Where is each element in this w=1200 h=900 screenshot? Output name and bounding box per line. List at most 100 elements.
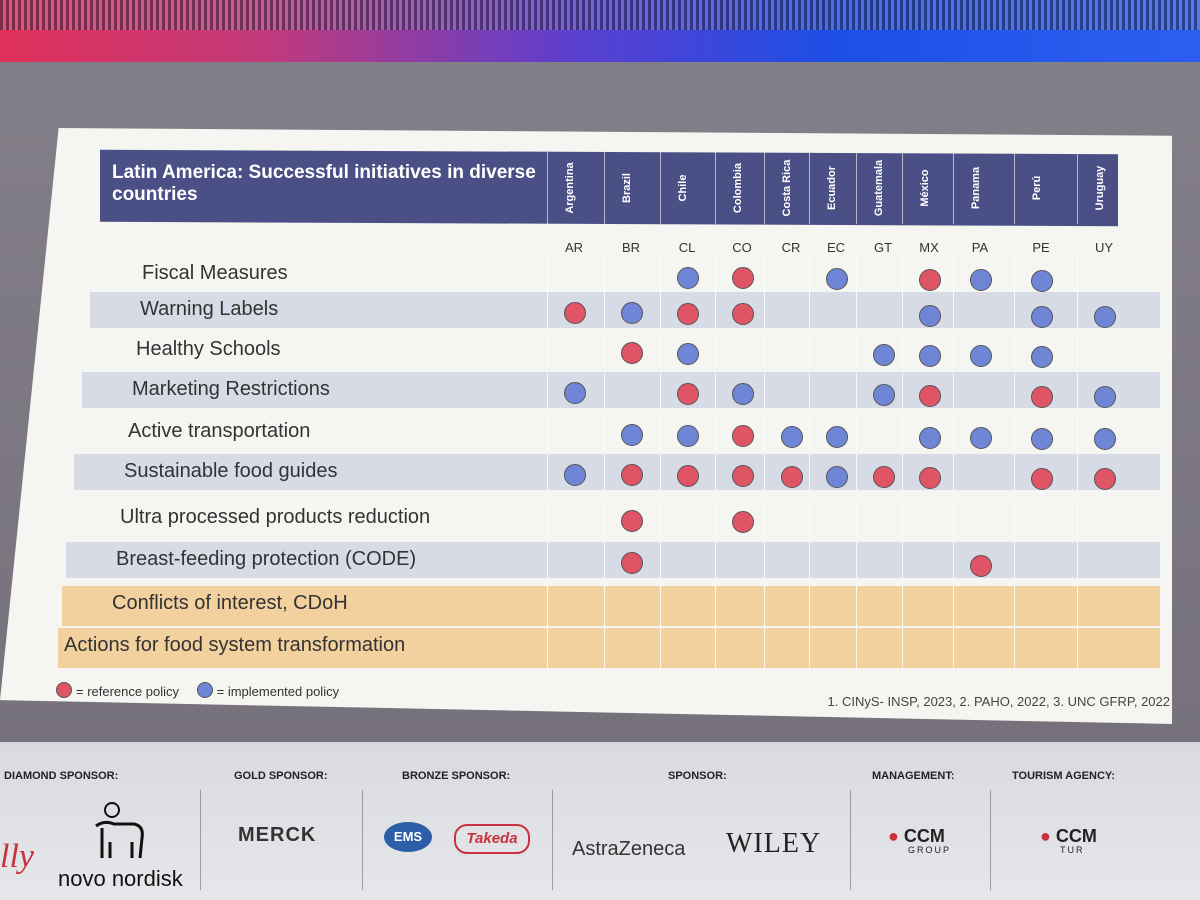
cell-divider <box>953 414 954 450</box>
cell-divider <box>764 454 765 490</box>
implemented-policy-dot <box>826 426 848 448</box>
implemented-policy-dot <box>732 383 754 406</box>
cell-divider <box>764 372 765 408</box>
ccm-group-name: CCM <box>903 826 945 846</box>
country-code: EC <box>826 240 846 255</box>
implemented-policy-dot <box>677 266 699 289</box>
implemented-policy-dot <box>677 424 699 447</box>
cell-divider <box>809 414 810 450</box>
reference-policy-dot <box>732 511 754 534</box>
cell-divider <box>1014 586 1015 626</box>
reference-policy-dot <box>732 303 754 326</box>
header-divider <box>1077 152 1078 224</box>
cell-divider <box>953 500 954 536</box>
cell-divider <box>809 586 810 626</box>
legend-reference: = reference policy <box>76 684 179 699</box>
ccm-tur-logo: ● CCM TUR <box>1040 826 1097 855</box>
policy-row-label: Marketing Restrictions <box>132 378 330 400</box>
ccm-group-logo: ● CCM GROUP <box>888 826 951 855</box>
policy-row-label: Healthy Schools <box>136 338 281 360</box>
implemented-policy-dot <box>919 344 941 367</box>
references: 1. CINyS- INSP, 2023, 2. PAHO, 2022, 3. … <box>827 694 1171 709</box>
country-code: PA <box>971 240 989 255</box>
cell-divider <box>764 542 765 578</box>
implemented-policy-dot <box>677 342 699 365</box>
cell-divider <box>856 542 857 578</box>
implemented-policy-dot <box>1094 386 1116 408</box>
country-header: Panama <box>970 166 982 210</box>
country-code: CL <box>678 240 696 255</box>
header-divider <box>604 152 605 224</box>
gold-sponsor-heading: GOLD SPONSOR: <box>234 770 328 782</box>
cell-divider <box>547 256 548 292</box>
cell-divider <box>809 500 810 536</box>
cell-divider <box>902 542 903 578</box>
country-code: MX <box>919 240 939 255</box>
country-header: Ecuador <box>826 166 838 211</box>
table-row-background <box>82 372 1160 408</box>
cell-divider <box>902 256 903 292</box>
implemented-policy-dot <box>970 427 992 450</box>
legend-implemented: = implemented policy <box>216 684 340 699</box>
ccm-tur-name: CCM <box>1055 826 1097 846</box>
table-row-background <box>58 628 1160 668</box>
policy-row-label: Ultra processed products reduction <box>120 506 431 528</box>
cell-divider <box>856 454 857 490</box>
country-header: México <box>919 169 931 207</box>
cell-divider <box>1014 292 1015 328</box>
country-header: Uruguay <box>1094 165 1106 211</box>
implemented-policy-dot <box>970 269 992 292</box>
policy-row-label: Sustainable food guides <box>124 460 338 482</box>
cell-divider <box>902 454 903 490</box>
cell-divider <box>953 586 954 626</box>
reference-policy-dot <box>873 466 895 489</box>
reference-policy-dot <box>732 465 754 488</box>
table-row-background <box>62 586 1160 626</box>
implemented-policy-dot <box>919 426 941 449</box>
policy-row-label: Active transportation <box>128 420 311 442</box>
cell-divider <box>660 500 661 536</box>
cell-divider <box>547 414 548 450</box>
cell-divider <box>604 292 605 328</box>
cell-divider <box>660 256 661 292</box>
reference-policy-dot <box>677 302 699 325</box>
cell-divider <box>1014 332 1015 368</box>
cell-divider <box>902 414 903 450</box>
cell-divider <box>660 332 661 368</box>
cell-divider <box>764 500 765 536</box>
cell-divider <box>660 372 661 408</box>
cell-divider <box>715 500 716 536</box>
novo-nordisk-logo: novo nordisk <box>58 866 183 891</box>
cell-divider <box>715 292 716 328</box>
reference-policy-dot <box>919 268 941 291</box>
cell-divider <box>1077 500 1078 536</box>
cell-divider <box>547 454 548 490</box>
cell-divider <box>660 414 661 450</box>
cell-divider <box>764 332 765 368</box>
cell-divider <box>764 586 765 626</box>
cell-divider <box>547 292 548 328</box>
implemented-policy-dot <box>919 304 941 327</box>
cell-divider <box>953 332 954 368</box>
header-divider <box>547 152 548 224</box>
sponsor-heading: SPONSOR: <box>668 770 727 782</box>
cell-divider <box>660 542 661 578</box>
reference-policy-dot <box>1031 467 1053 490</box>
sponsor-bar: DIAMOND SPONSOR: GOLD SPONSOR: BRONZE SP… <box>0 742 1200 900</box>
country-header: Chile <box>677 174 689 202</box>
cell-divider <box>1014 256 1015 292</box>
sponsor-divider <box>990 790 991 890</box>
country-header: Costa Rica <box>781 159 793 217</box>
policy-row-label: Breast-feeding protection (CODE) <box>116 548 417 570</box>
cell-divider <box>1077 332 1078 368</box>
cell-divider <box>902 372 903 408</box>
country-code: CR <box>781 240 801 255</box>
cell-divider <box>809 372 810 408</box>
cell-divider <box>660 628 661 668</box>
cell-divider <box>715 332 716 368</box>
ems-logo: EMS <box>384 822 432 852</box>
reference-policy-dot <box>677 464 699 487</box>
policy-row-label: Warning Labels <box>140 298 279 320</box>
header-divider <box>764 152 765 224</box>
cell-divider <box>1014 542 1015 578</box>
